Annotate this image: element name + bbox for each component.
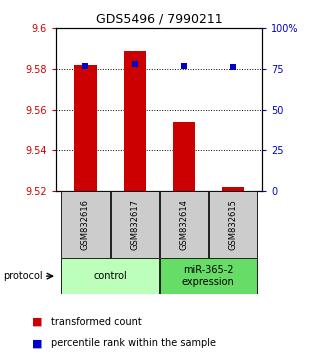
Text: transformed count: transformed count bbox=[51, 317, 142, 327]
Text: percentile rank within the sample: percentile rank within the sample bbox=[51, 338, 216, 348]
Bar bbox=[160, 258, 257, 294]
Bar bbox=[222, 187, 244, 191]
Bar bbox=[124, 51, 146, 191]
Bar bbox=[160, 191, 208, 258]
Bar bbox=[110, 191, 159, 258]
Text: GSM832614: GSM832614 bbox=[179, 199, 188, 250]
Title: GDS5496 / 7990211: GDS5496 / 7990211 bbox=[96, 13, 222, 26]
Bar bbox=[75, 65, 97, 191]
Text: GSM832617: GSM832617 bbox=[130, 199, 139, 250]
Bar bbox=[61, 191, 109, 258]
Text: ■: ■ bbox=[32, 317, 43, 327]
Bar bbox=[173, 122, 195, 191]
Text: protocol: protocol bbox=[3, 271, 43, 281]
Text: control: control bbox=[93, 271, 127, 281]
Bar bbox=[209, 191, 257, 258]
Text: GSM832616: GSM832616 bbox=[81, 199, 90, 250]
Text: GSM832615: GSM832615 bbox=[228, 199, 237, 250]
Bar bbox=[61, 258, 159, 294]
Text: miR-365-2
expression: miR-365-2 expression bbox=[182, 265, 235, 287]
Text: ■: ■ bbox=[32, 338, 43, 348]
